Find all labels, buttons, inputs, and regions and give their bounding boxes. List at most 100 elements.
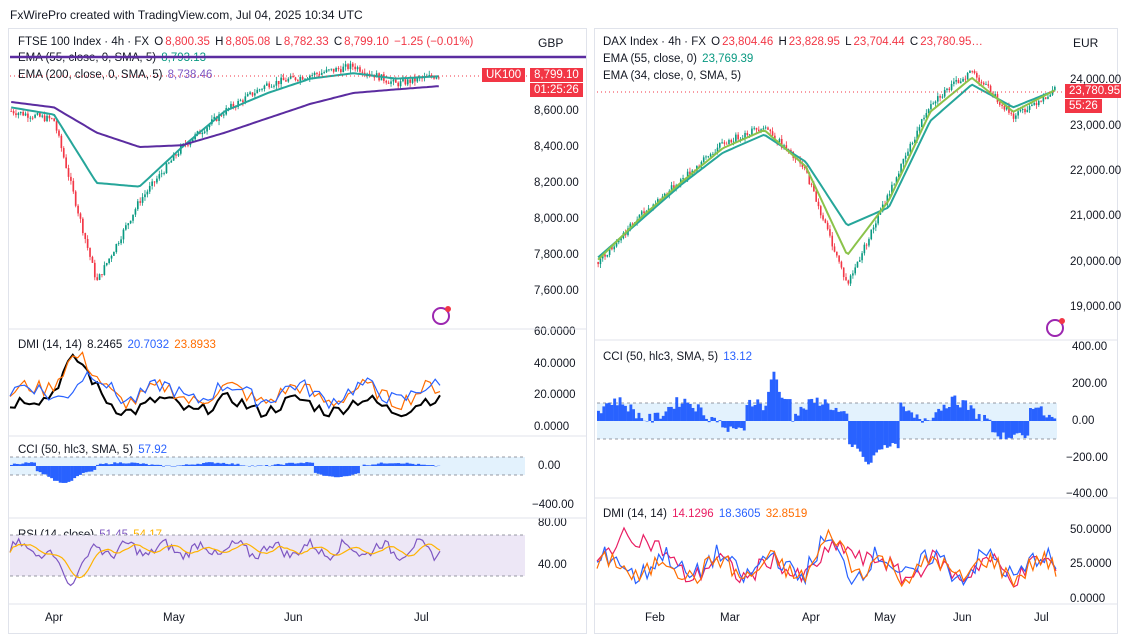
ftse-candle-body bbox=[289, 75, 292, 79]
right-cci-bar bbox=[629, 404, 633, 421]
right-time-tick-5: Jul bbox=[1034, 612, 1049, 624]
dax-candle-body bbox=[721, 142, 723, 144]
left-currency-label[interactable]: GBP bbox=[538, 36, 564, 50]
left-rsi-tick-1: 40.00 bbox=[538, 559, 567, 571]
ftse-candle-body bbox=[254, 93, 256, 96]
right-cci-bar bbox=[829, 409, 833, 421]
right-cci-bar bbox=[831, 410, 835, 421]
ftse-candle-body bbox=[222, 114, 225, 116]
right-cci-bar bbox=[799, 406, 803, 421]
left-cci-bar bbox=[348, 466, 352, 476]
right-price-tick-3: 21,000.00 bbox=[1070, 210, 1121, 222]
left-cci-bar bbox=[199, 464, 203, 466]
ftse-candle-body bbox=[270, 86, 273, 88]
ftse-candle-body bbox=[36, 113, 39, 115]
left-symbol-legend[interactable]: FTSE 100 Index · 4h · FX O 8,800.35 H 8,80… bbox=[18, 36, 475, 48]
dax-candle-body bbox=[629, 223, 632, 229]
right-cci-bar bbox=[896, 421, 900, 449]
dax-candle-body bbox=[751, 128, 753, 135]
left-cci-bar bbox=[342, 466, 346, 477]
right-cci-bar bbox=[723, 421, 727, 428]
tradingview-logo-icon[interactable] bbox=[432, 306, 451, 325]
right-cci-bar bbox=[842, 411, 846, 421]
ftse-candle-body bbox=[41, 115, 44, 117]
ftse-candle-body bbox=[287, 78, 290, 82]
right-dmi-legend[interactable]: DMI (14, 14) 14.1296 18.3605 32.8519 bbox=[603, 508, 809, 520]
right-cci-bar bbox=[802, 408, 806, 421]
right-dmi-adx-line bbox=[596, 526, 1057, 588]
left-dmi-v2: 20.7032 bbox=[127, 339, 170, 351]
right-cci-bar bbox=[988, 419, 992, 421]
left-cci-legend[interactable]: CCI (50, hlc3, SMA, 5) 57.92 bbox=[18, 444, 169, 456]
right-cci-bar bbox=[715, 421, 719, 423]
ftse-candle-body bbox=[113, 252, 115, 256]
right-dmi-plus-line bbox=[596, 534, 1057, 587]
right-cci-bar bbox=[632, 409, 635, 421]
dax-candle-body bbox=[916, 130, 918, 140]
ftse-candle-body bbox=[285, 80, 287, 82]
ftse-candle-body bbox=[82, 218, 84, 234]
right-cci-bar bbox=[894, 421, 897, 444]
left-rsi-band bbox=[10, 535, 525, 576]
left-time-tick-3: Jul bbox=[414, 612, 429, 624]
dax-candle-body bbox=[897, 173, 900, 178]
right-cci-bar bbox=[912, 417, 916, 421]
dax-candle-body bbox=[826, 222, 829, 230]
dax-candle-body bbox=[964, 78, 967, 80]
left-cci-bar bbox=[388, 463, 392, 466]
ftse-candle-body bbox=[67, 168, 70, 177]
right-cci-bar bbox=[659, 418, 662, 421]
left-cci-bar bbox=[305, 462, 309, 466]
dax-candle-body bbox=[1024, 109, 1026, 113]
dax-candle-body bbox=[909, 143, 912, 152]
ftse-candle-body bbox=[98, 274, 101, 280]
ftse-candle-body bbox=[313, 72, 316, 75]
dax-candle-body bbox=[927, 109, 930, 114]
ftse-candle-body bbox=[84, 233, 87, 239]
right-cci-bar bbox=[710, 416, 714, 421]
right-cci-bar bbox=[680, 403, 684, 421]
left-cci-bar bbox=[425, 465, 429, 466]
right-ema55-label: EMA (55, close, 0) bbox=[603, 53, 697, 65]
right-cci-bar bbox=[875, 421, 878, 453]
right-symbol-legend[interactable]: DAX Index · 4h · FX O 23,804.46 H 23,828.9… bbox=[603, 36, 985, 48]
left-cci-bar bbox=[64, 466, 68, 483]
right-cci-bar bbox=[1020, 421, 1024, 436]
left-cci-bar bbox=[184, 464, 188, 466]
right-cci-bar bbox=[664, 411, 668, 421]
right-ema34-legend[interactable]: EMA (34, close, 0, SMA, 5) bbox=[603, 70, 743, 82]
left-cci-bar bbox=[104, 463, 108, 466]
right-cci-bar bbox=[993, 421, 997, 433]
dax-candle-body bbox=[872, 227, 875, 230]
right-cci-bar bbox=[775, 379, 779, 421]
dax-candle-body bbox=[732, 141, 735, 143]
left-ema200-legend[interactable]: EMA (200, close, 0, SMA, 5) 8,738.46 bbox=[18, 69, 214, 81]
right-cci-bar bbox=[1039, 406, 1043, 421]
right-cci-bar bbox=[624, 405, 627, 421]
ftse-candle-body bbox=[280, 77, 282, 85]
left-cci-bar bbox=[308, 462, 312, 466]
ftse-candle-body bbox=[256, 89, 259, 94]
right-cci-bar bbox=[613, 398, 617, 421]
ftse-candle-body bbox=[96, 277, 99, 280]
right-ema55-legend[interactable]: EMA (55, close, 0) 23,769.39 bbox=[603, 53, 755, 65]
dax-candle-body bbox=[810, 184, 813, 185]
right-cci-bar bbox=[737, 421, 741, 428]
right-currency-label[interactable]: EUR bbox=[1073, 36, 1099, 50]
right-cci-bar bbox=[815, 397, 819, 421]
dax-candle-body bbox=[748, 134, 751, 136]
ftse-candle-body bbox=[129, 220, 132, 224]
left-cci-bar bbox=[193, 464, 197, 466]
right-ema34-label: EMA (34, close, 0, SMA, 5) bbox=[603, 70, 742, 82]
right-cci-legend[interactable]: CCI (50, hlc3, SMA, 5) 13.12 bbox=[603, 351, 754, 363]
ftse-candle-body bbox=[120, 239, 122, 244]
right-cci-bar bbox=[961, 400, 965, 421]
left-cci-bar bbox=[333, 466, 337, 478]
dax-candle-body bbox=[764, 127, 767, 129]
tradingview-logo-icon-right[interactable] bbox=[1046, 318, 1065, 337]
dax-candle-body bbox=[985, 84, 987, 86]
ftse-candle-body bbox=[127, 223, 130, 226]
left-dmi-legend[interactable]: DMI (14, 14) 8.2465 20.7032 23.8933 bbox=[18, 339, 218, 351]
ftse-candle-body bbox=[265, 83, 268, 86]
